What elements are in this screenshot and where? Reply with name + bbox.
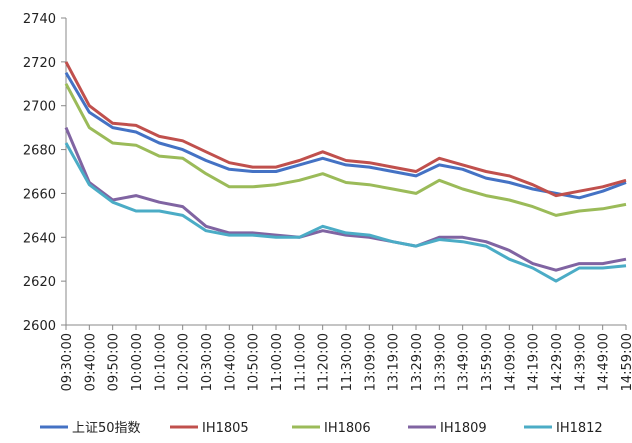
legend-label-3: IH1806 — [324, 421, 371, 436]
x-tick-label: 13:19:00 — [387, 333, 402, 391]
x-tick-label: 13:39:00 — [433, 333, 448, 391]
x-tick-label: 13:29:00 — [410, 333, 425, 391]
x-tick-label: 14:59:00 — [620, 333, 632, 391]
legend-label-4: IH1809 — [440, 421, 487, 436]
x-tick-label: 11:00:00 — [270, 333, 285, 391]
y-tick-label: 2640 — [23, 231, 56, 246]
x-tick-label: 10:20:00 — [177, 333, 192, 391]
x-tick-label: 10:40:00 — [223, 333, 238, 391]
y-tick-label: 2700 — [23, 100, 56, 115]
x-tick-label: 14:19:00 — [527, 333, 542, 391]
series-line-3 — [64, 83, 627, 217]
x-tick-label: 10:30:00 — [200, 333, 215, 391]
x-tick-label: 11:20:00 — [317, 333, 332, 391]
legend-label-5: IH1812 — [556, 421, 603, 436]
x-tick-label: 11:30:00 — [340, 333, 355, 391]
y-tick-label: 2680 — [23, 144, 56, 159]
x-tick-label: 13:59:00 — [480, 333, 495, 391]
x-tick-label: 13:09:00 — [363, 333, 378, 391]
y-tick-label: 2740 — [23, 12, 56, 27]
x-tick-label: 10:10:00 — [153, 333, 168, 391]
x-tick-label: 13:49:00 — [457, 333, 472, 391]
legend-label-1: 上证50指数 — [72, 421, 141, 436]
x-tick-label: 14:49:00 — [597, 333, 612, 391]
series-line-1 — [64, 72, 627, 200]
y-tick-label: 2620 — [23, 275, 56, 290]
x-tick-label: 14:09:00 — [503, 333, 518, 391]
x-tick-label: 14:29:00 — [550, 333, 565, 391]
y-tick-label: 2720 — [23, 56, 56, 71]
x-tick-label: 09:40:00 — [83, 333, 98, 391]
x-tick-label: 10:00:00 — [130, 333, 145, 391]
x-tick-label: 10:50:00 — [247, 333, 262, 391]
series-line-4 — [64, 127, 627, 272]
y-tick-label: 2660 — [23, 187, 56, 202]
axes: 2600 2620 2640 2660 2680 2700 2720 2740 09:30:00… — [23, 12, 632, 391]
x-tick-label: 09:50:00 — [107, 333, 122, 391]
x-tick-label: 14:39:00 — [573, 333, 588, 391]
x-tick-label: 11:10:00 — [293, 333, 308, 391]
legend: 上证50指数 IH1805 IH1806 IH1809 IH1812 — [40, 421, 603, 436]
series-group — [64, 61, 627, 283]
x-tick-label: 09:30:00 — [60, 333, 75, 391]
series-line-2 — [64, 61, 627, 198]
legend-label-2: IH1805 — [202, 421, 249, 436]
series-line-5 — [64, 142, 627, 283]
y-tick-label: 2600 — [23, 319, 56, 334]
